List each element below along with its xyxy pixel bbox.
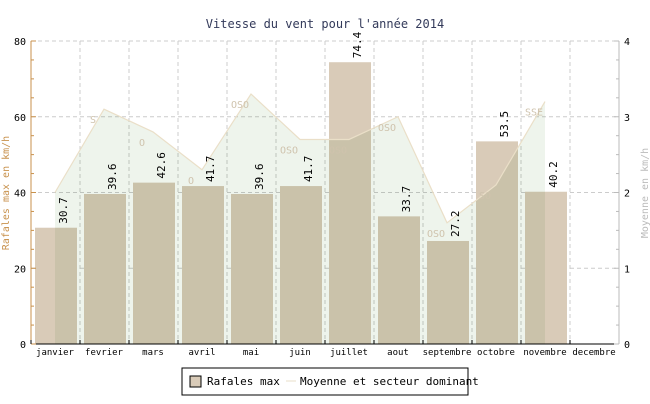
direction-label: OSO [280, 145, 298, 156]
y-axis-label: Rafales max en km/h [1, 136, 12, 250]
y2-tick-label: 2 [624, 189, 630, 200]
x-tick-label: avril [188, 348, 215, 358]
x-tick-label: aout [387, 348, 409, 358]
bar-value-label: 74.4 [351, 31, 364, 58]
legend: Rafales max Moyenne et secteur dominant [181, 367, 479, 396]
x-tick-label: octobre [477, 348, 515, 358]
direction-label: OSO [329, 145, 347, 156]
x-tick-label: septembre [423, 348, 472, 358]
bar-value-label: 42.6 [155, 152, 168, 179]
y2-tick-label: 3 [624, 113, 630, 124]
x-tick-label: juillet [330, 348, 368, 358]
legend-label-moyenne: Moyenne et secteur dominant [300, 375, 479, 388]
legend-label-rafales: Rafales max [207, 375, 280, 388]
y-tick-label: 20 [14, 264, 26, 275]
direction-label: OSO [231, 100, 249, 111]
x-tick-label: mars [142, 348, 164, 358]
direction-label: S [90, 115, 96, 126]
y2-axis-label: Moyenne en km/h [640, 148, 650, 238]
direction-label: SSE [525, 108, 543, 119]
x-tick-label: juin [289, 348, 311, 358]
y-tick-label: 80 [14, 37, 26, 48]
direction-label: O [139, 138, 145, 149]
bar-value-label: 30.7 [57, 197, 70, 224]
x-tick-label: decembre [572, 348, 615, 358]
x-tick-label: mai [243, 348, 259, 358]
bar-value-label: 39.6 [253, 164, 266, 191]
direction-label: O [188, 176, 194, 187]
y2-tick-label: 1 [624, 264, 630, 275]
y-tick-label: 0 [20, 340, 26, 351]
y2-tick-label: 0 [624, 340, 630, 351]
x-tick-label: fevrier [85, 348, 124, 358]
bar-value-label: 53.5 [498, 111, 511, 138]
bar-value-label: 41.7 [302, 156, 315, 183]
y-tick-label: 60 [14, 113, 26, 124]
bar-value-label: 27.2 [449, 210, 462, 237]
bar-value-label: 39.6 [106, 164, 119, 191]
x-tick-label: novembre [523, 348, 566, 358]
y-tick-label: 40 [14, 189, 26, 200]
bar-value-label: 41.7 [204, 156, 217, 183]
direction-label: OSO [378, 123, 396, 134]
direction-label: SO [479, 191, 491, 202]
mean-area [55, 94, 545, 345]
chart-title: Vitesse du vent pour l'année 2014 [206, 17, 444, 31]
legend-swatch-rafales [189, 375, 202, 388]
direction-label: OSO [427, 229, 445, 240]
bar-value-label: 33.7 [400, 186, 413, 213]
y2-tick-label: 4 [624, 37, 630, 48]
bar-value-label: 40.2 [547, 161, 560, 188]
x-tick-label: janvier [36, 348, 75, 358]
mean-line [54, 93, 546, 224]
